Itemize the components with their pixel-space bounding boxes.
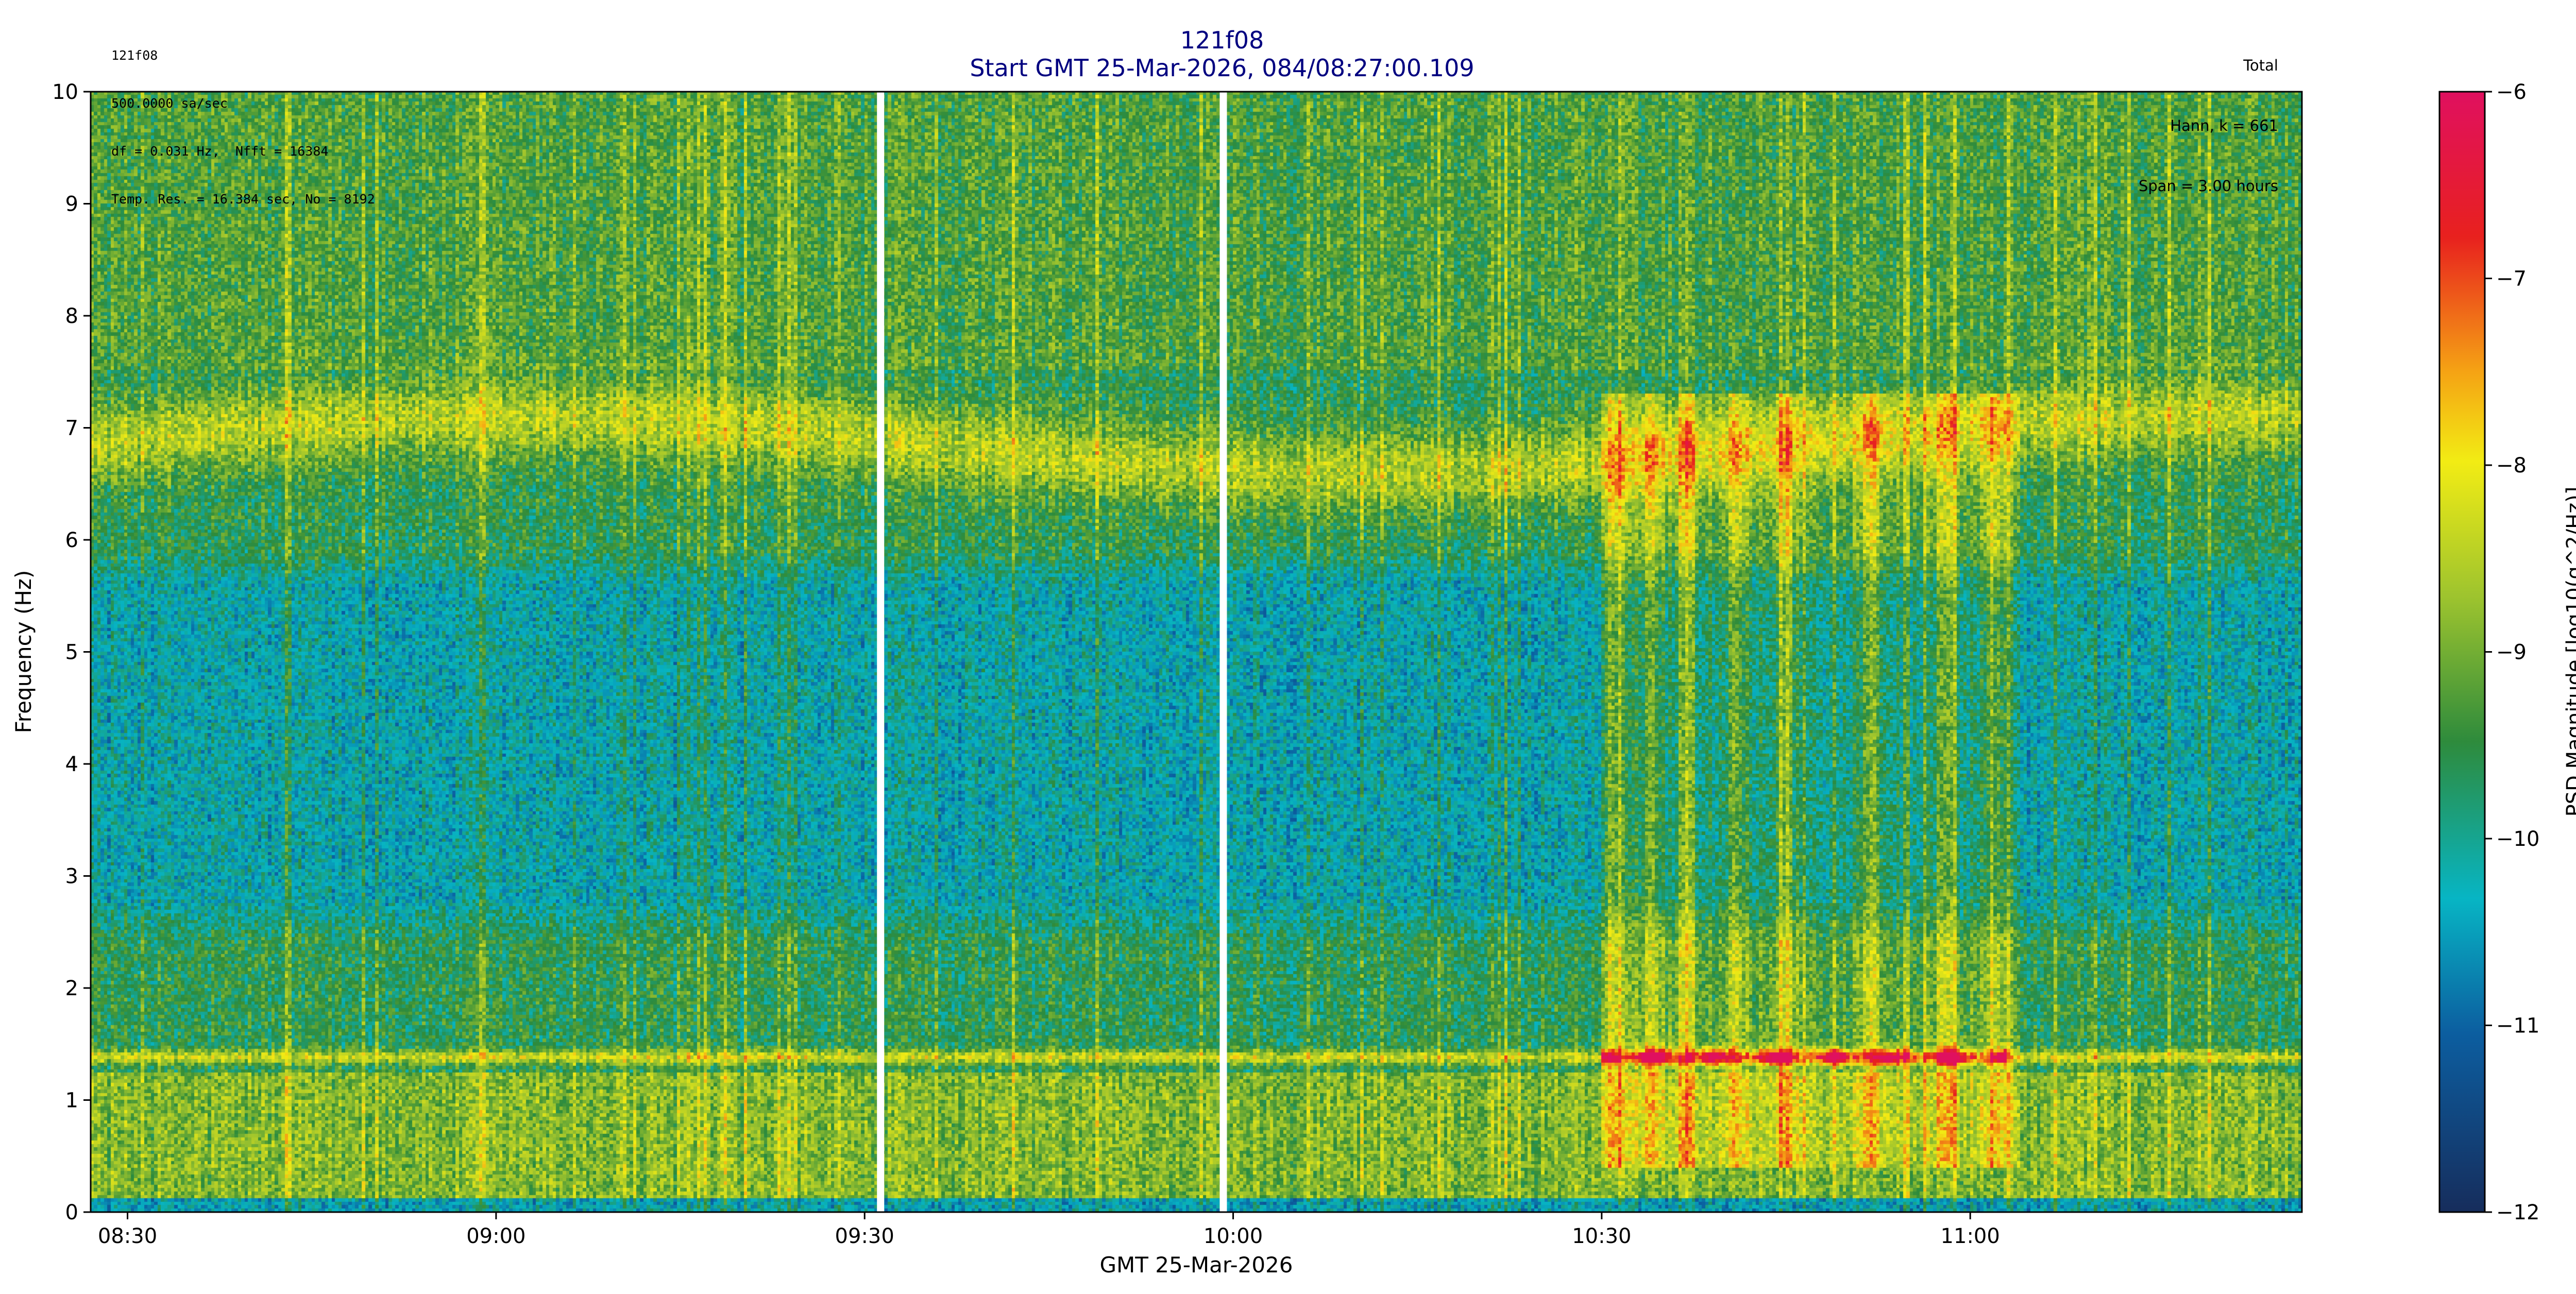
y-tick-label: 6	[65, 529, 78, 552]
header-right-info: Total Hann, k = 661 Span = 3.00 hours	[2139, 15, 2278, 216]
colorbar-tick-label: −8	[2496, 454, 2527, 478]
y-tick-label: 7	[65, 417, 78, 440]
x-tick-label: 10:30	[1572, 1224, 1631, 1248]
colorbar-tick-label: −10	[2496, 827, 2539, 851]
colorbar-tick-label: −11	[2496, 1014, 2539, 1038]
chart-subtitle: Start GMT 25-Mar-2026, 084/08:27:00.109	[970, 54, 1475, 82]
header-left-info: 121f08 500.0000 sa/sec df = 0.031 Hz, Nf…	[111, 15, 375, 223]
x-tick-label: 11:00	[1941, 1224, 2000, 1248]
y-tick-label: 9	[65, 193, 78, 216]
x-tick-label: 09:00	[466, 1224, 526, 1248]
plot-frame	[90, 91, 2303, 1213]
header-left-line: 500.0000 sa/sec	[111, 96, 228, 111]
header-right-line: Span = 3.00 hours	[2138, 177, 2278, 195]
data-gap	[1219, 92, 1227, 1212]
y-tick-label: 1	[65, 1089, 78, 1113]
header-right-line: Hann, k = 661	[2170, 117, 2278, 134]
y-axis-label: Frequency (Hz)	[11, 570, 36, 734]
header-left-line: 121f08	[111, 48, 158, 63]
spectrogram-heatmap	[91, 92, 2302, 1212]
y-tick-label: 3	[65, 865, 78, 889]
header-left-line: Temp. Res. = 16.384 sec, No = 8192	[111, 192, 375, 207]
colorbar-tick-label: −7	[2496, 267, 2527, 291]
colorbar-label: PSD Magnitude [log10(g^2/Hz)]	[2563, 487, 2576, 817]
y-tick-label: 2	[65, 977, 78, 1000]
chart-title: 121f08	[1180, 26, 1264, 54]
x-tick-label: 08:30	[98, 1224, 157, 1248]
colorbar	[2438, 91, 2486, 1213]
colorbar-tick-label: −9	[2496, 641, 2527, 665]
colorbar-tick-label: −12	[2496, 1201, 2539, 1224]
y-tick-label: 10	[52, 80, 78, 104]
y-tick-label: 5	[65, 641, 78, 665]
data-gap	[877, 92, 885, 1212]
y-tick-label: 4	[65, 753, 78, 776]
colorbar-tick-label: −6	[2496, 80, 2527, 104]
x-tick-label: 10:00	[1204, 1224, 1263, 1248]
y-tick-label: 0	[65, 1201, 78, 1224]
header-right-line: Total	[2243, 57, 2278, 74]
x-tick-label: 09:30	[835, 1224, 894, 1248]
y-tick-label: 8	[65, 304, 78, 328]
x-axis-label: GMT 25-Mar-2026	[1100, 1252, 1293, 1278]
header-left-line: df = 0.031 Hz, Nfft = 16384	[111, 144, 329, 159]
